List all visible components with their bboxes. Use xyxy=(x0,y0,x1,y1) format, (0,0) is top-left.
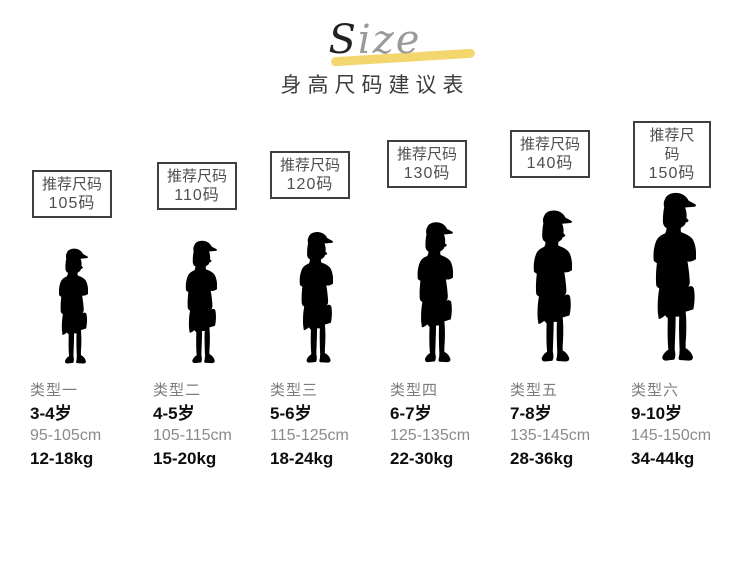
recommended-size-box: 推荐尺码 120码 xyxy=(269,151,351,199)
size-info-block: 类型五 7-8岁 135-145cm 28-36kg xyxy=(510,380,590,470)
size-box-label: 推荐尺码 xyxy=(279,157,341,174)
size-info-block: 类型六 9-10岁 145-150cm 34-44kg xyxy=(631,380,711,470)
size-box-label: 推荐尺码 xyxy=(396,146,458,163)
boy-silhouette-icon xyxy=(286,229,333,370)
size-box-value: 120码 xyxy=(286,176,334,193)
recommended-size-box: 推荐尺码 105码 xyxy=(31,170,113,218)
boy-silhouette-icon xyxy=(173,238,217,370)
info-age: 7-8岁 xyxy=(510,404,552,423)
boy-silhouette-icon xyxy=(636,189,696,370)
size-info-block: 类型四 6-7岁 125-135cm 22-30kg xyxy=(390,380,470,470)
info-weight-range: 22-30kg xyxy=(390,449,454,468)
recommended-size-box: 推荐尺码 150码 xyxy=(633,121,711,188)
info-height-range: 135-145cm xyxy=(510,427,591,444)
info-height-range: 95-105cm xyxy=(30,427,102,444)
info-type: 类型四 xyxy=(390,382,439,399)
boy-silhouette-icon xyxy=(518,207,572,370)
size-info-block: 类型一 3-4岁 95-105cm 12-18kg xyxy=(30,380,101,470)
size-box-value: 140码 xyxy=(526,155,574,172)
size-box-label: 推荐尺码 xyxy=(649,127,695,163)
page-title: 身高尺码建议表 xyxy=(280,74,470,97)
info-height-range: 145-150cm xyxy=(631,427,712,444)
size-box-label: 推荐尺码 xyxy=(41,176,103,193)
recommended-size-box: 推荐尺码 140码 xyxy=(509,130,591,178)
info-weight-range: 34-44kg xyxy=(631,449,695,468)
info-age: 4-5岁 xyxy=(153,404,195,423)
script-title-initial: S xyxy=(328,17,358,63)
page-title-script: Size xyxy=(0,18,750,62)
info-type: 类型一 xyxy=(30,382,79,399)
info-age: 9-10岁 xyxy=(631,404,683,423)
size-box-value: 105码 xyxy=(48,195,96,212)
info-type: 类型六 xyxy=(631,382,680,399)
info-height-range: 125-135cm xyxy=(390,427,471,444)
info-age: 5-6岁 xyxy=(270,404,312,423)
info-type: 类型二 xyxy=(153,382,202,399)
info-age: 6-7岁 xyxy=(390,404,432,423)
size-box-value: 150码 xyxy=(648,165,696,182)
size-info-block: 类型三 5-6岁 115-125cm 18-24kg xyxy=(270,380,349,470)
size-box-value: 110码 xyxy=(174,187,220,204)
size-box-label: 推荐尺码 xyxy=(519,136,581,153)
size-box-label: 推荐尺码 xyxy=(166,168,228,185)
size-box-value: 130码 xyxy=(403,165,451,182)
info-weight-range: 28-36kg xyxy=(510,449,574,468)
info-type: 类型三 xyxy=(270,382,319,399)
recommended-size-box: 推荐尺码 110码 xyxy=(156,162,238,210)
info-weight-range: 15-20kg xyxy=(153,449,217,468)
info-height-range: 105-115cm xyxy=(153,427,232,444)
boy-silhouette-icon xyxy=(403,219,453,370)
info-weight-range: 12-18kg xyxy=(30,449,94,468)
info-weight-range: 18-24kg xyxy=(270,449,334,468)
recommended-size-box: 推荐尺码 130码 xyxy=(386,140,468,188)
boy-silhouette-icon xyxy=(47,246,88,370)
info-age: 3-4岁 xyxy=(30,404,72,423)
info-type: 类型五 xyxy=(510,382,559,399)
info-height-range: 115-125cm xyxy=(270,427,349,444)
script-title-rest: ize xyxy=(357,17,422,63)
size-info-block: 类型二 4-5岁 105-115cm 15-20kg xyxy=(153,380,232,470)
